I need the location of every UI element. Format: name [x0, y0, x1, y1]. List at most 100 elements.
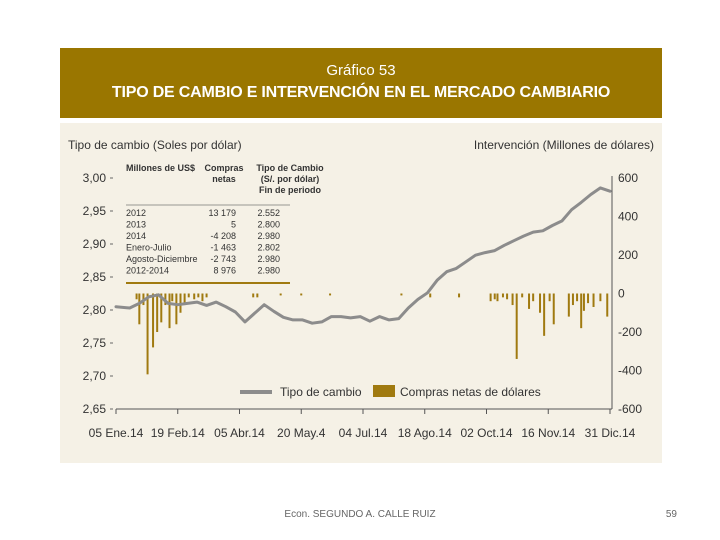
intervention-bar [528, 293, 531, 309]
intervention-bar [256, 293, 259, 298]
x-tick-label: 05 Ene.14 [89, 426, 144, 440]
y-left-tick-label: 3,00 [83, 171, 107, 185]
table-cell: 2.802 [257, 243, 280, 253]
intervention-bar [458, 293, 461, 298]
table-header-cell: (S/. por dólar) [261, 174, 320, 184]
intervention-bar [400, 293, 403, 296]
intervention-bar [539, 293, 542, 313]
y-left-tick-label: 2,85 [83, 270, 107, 284]
x-tick-label: 18 Ago.14 [398, 426, 452, 440]
table-cell: 2012 [126, 208, 146, 218]
intervention-bar [571, 293, 574, 306]
intervention-bar [580, 293, 583, 329]
y-right-tick-label: -200 [618, 325, 642, 339]
intervention-bar [587, 293, 590, 304]
intervention-bar [205, 293, 208, 298]
intervention-bar [493, 293, 496, 300]
x-tick-label: 04 Jul.14 [339, 426, 388, 440]
x-tick-label: 16 Nov.14 [521, 426, 575, 440]
intervention-bar [501, 293, 504, 298]
intervention-bar [576, 293, 579, 302]
intervention-bar [552, 293, 555, 325]
y-right-tick-label: 400 [618, 210, 638, 224]
x-tick-label: 02 Oct.14 [460, 426, 512, 440]
slide-page-number: 59 [665, 509, 677, 520]
y-left-tick-label: 2,95 [83, 204, 107, 218]
intervention-bar [168, 293, 171, 329]
y-right-tick-label: -400 [618, 364, 642, 378]
table-cell: 2.800 [257, 220, 280, 230]
y-left-tick-label: 2,70 [83, 369, 107, 383]
x-tick-label: 05 Abr.14 [214, 426, 265, 440]
y-right-tick-label: -600 [618, 402, 642, 416]
intervention-bar [592, 293, 595, 307]
table-cell: 2.552 [257, 208, 280, 218]
intervention-bar [187, 293, 190, 298]
table-header-cell: netas [212, 174, 236, 184]
legend-label-line: Tipo de cambio [280, 385, 362, 399]
table-cell: 2.980 [257, 231, 280, 241]
intervention-bar [279, 293, 282, 296]
intervention-bar [548, 293, 551, 302]
table-header-cell: Millones de US$ [126, 163, 195, 173]
intervention-bar [171, 293, 174, 302]
intervention-bar [300, 293, 303, 296]
intervention-bar [582, 293, 585, 311]
intervention-bar [156, 293, 159, 332]
intervention-bar [160, 293, 163, 323]
intervention-bar [146, 293, 149, 375]
intervention-bar [135, 293, 138, 300]
table-cell: -4 208 [210, 231, 236, 241]
intervention-bar [429, 293, 432, 298]
table-cell: 2.980 [257, 266, 280, 276]
intervention-bar [201, 293, 204, 302]
legend-label-bars: Compras netas de dólares [400, 385, 541, 399]
intervention-bar [543, 293, 546, 336]
chart-number: Gráfico 53 [326, 62, 396, 79]
intervention-bar [606, 293, 609, 317]
intervention-bar [532, 293, 535, 302]
legend-bar-swatch [373, 385, 395, 397]
table-cell: -1 463 [210, 243, 236, 253]
intervention-bar [193, 293, 196, 300]
intervention-bar [511, 293, 514, 306]
exchange-rate-intervention-chart: Tipo de cambio (Soles por dólar) Interven… [68, 138, 654, 440]
table-cell: 8 976 [213, 266, 236, 276]
x-tick-label: 19 Feb.14 [151, 426, 205, 440]
y-right-tick-label: 200 [618, 248, 638, 262]
intervention-bar [138, 293, 141, 325]
table-header-cell: Compras [204, 163, 243, 173]
table-cell: 2014 [126, 231, 146, 241]
exchange-rate-line [114, 186, 612, 325]
intervention-bar [506, 293, 509, 300]
chart-header: Gráfico 53 TIPO DE CAMBIO E INTERVENCIÓN… [60, 48, 662, 118]
intervention-bar [152, 293, 155, 348]
intervention-bar [599, 293, 602, 302]
intervention-bar [489, 293, 492, 302]
table-cell: 2012-2014 [126, 266, 169, 276]
table-cell: 13 179 [208, 208, 236, 218]
table-cell: Enero-Julio [126, 243, 172, 253]
table-cell: Agosto-Diciembre [126, 254, 198, 264]
left-axis-title: Tipo de cambio (Soles por dólar) [68, 138, 242, 152]
intervention-bar [567, 293, 570, 317]
x-tick-label: 20 May.4 [277, 426, 326, 440]
x-tick-label: 31 Dic.14 [585, 426, 636, 440]
plot-area: Tipo de cambio (Soles por dólar) Interven… [60, 123, 662, 463]
intervention-bar [252, 293, 255, 298]
intervention-bar [329, 293, 332, 296]
table-header-cell: Fin de periodo [259, 185, 322, 195]
table-cell: 2013 [126, 220, 146, 230]
y-left-tick-label: 2,90 [83, 237, 107, 251]
table-cell: 5 [231, 220, 236, 230]
y-left-tick-label: 2,65 [83, 402, 107, 416]
intervention-bar [496, 293, 499, 302]
y-left-tick-label: 2,75 [83, 336, 107, 350]
right-axis-title: Intervención (Millones de dólares) [474, 138, 654, 152]
slide-author: Econ. SEGUNDO A. CALLE RUIZ [284, 509, 436, 520]
intervention-bar [515, 293, 518, 359]
table-header-cell: Tipo de Cambio [256, 163, 324, 173]
intervention-bar [197, 293, 200, 298]
chart-title: TIPO DE CAMBIO E INTERVENCIÓN EN EL MERC… [111, 84, 611, 101]
y-right-tick-label: 0 [618, 287, 625, 301]
